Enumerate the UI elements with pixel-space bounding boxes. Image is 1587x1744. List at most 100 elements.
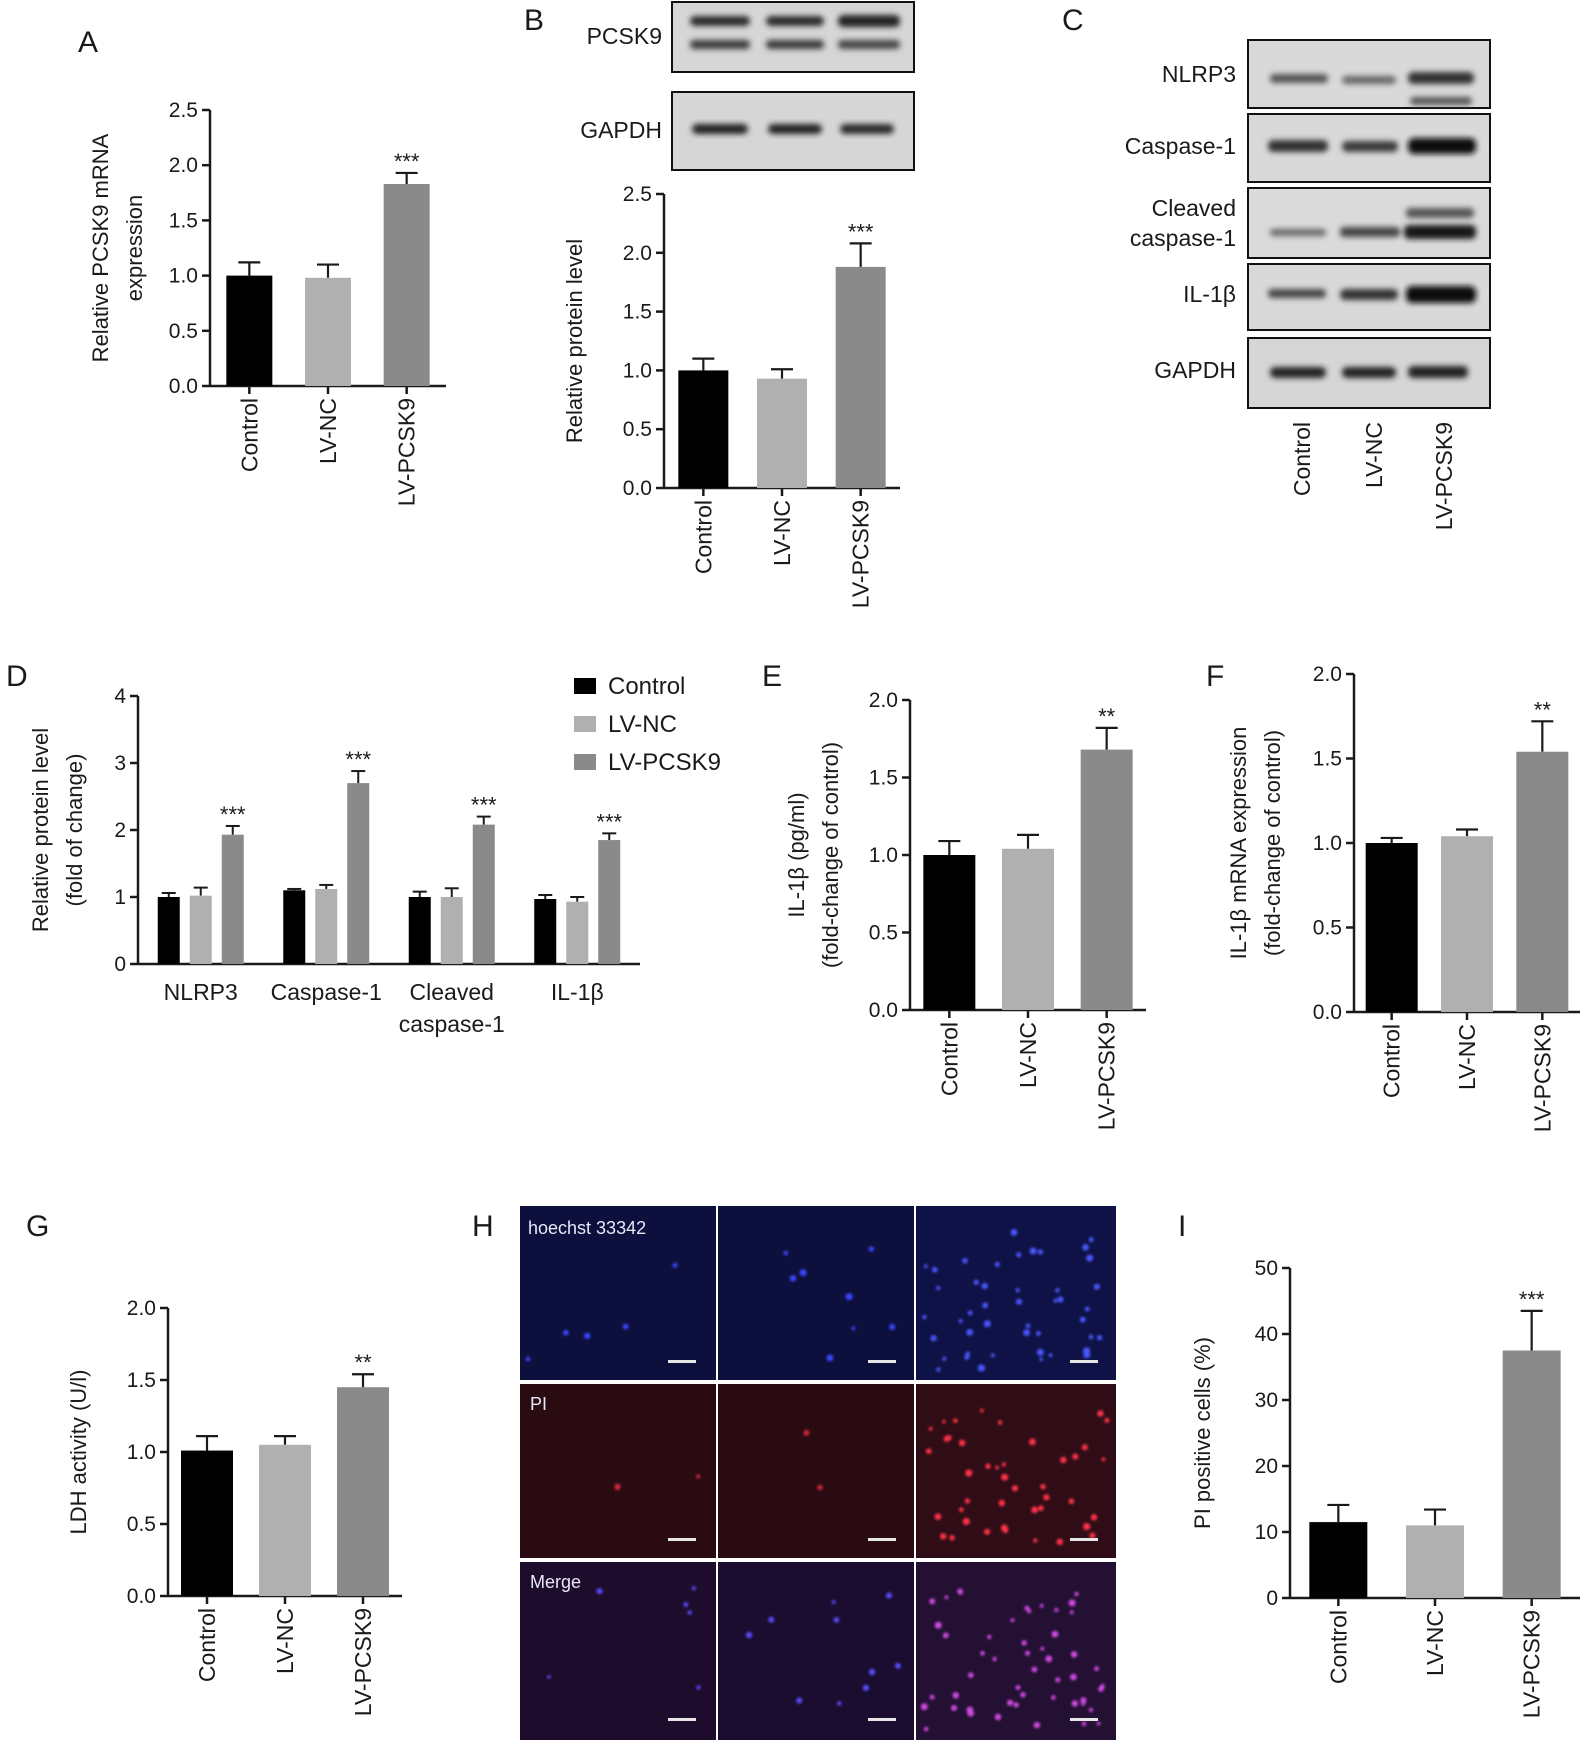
category-label-i: LV-PCSK9 [1519, 1610, 1545, 1718]
y-tick-label-b: 0.5 [623, 418, 652, 441]
cell-nucleus [1055, 1677, 1061, 1683]
bar-i-control [1309, 1522, 1368, 1598]
category-label-i: LV-NC [1422, 1610, 1448, 1676]
cell-nucleus [691, 1586, 696, 1591]
cell-nucleus [868, 1246, 874, 1252]
image-merge-lv-nc [718, 1562, 914, 1740]
cell-nucleus [768, 1616, 775, 1623]
cell-nucleus [1081, 1701, 1086, 1706]
significance-i: *** [1519, 1287, 1545, 1312]
cell-nucleus [1072, 1453, 1079, 1460]
blot-c: NLRP3 Caspase-1 Cleaved caspase-1 IL-1β … [1125, 39, 1491, 530]
cell-nucleus [973, 1279, 979, 1285]
image-pi-lv-pcsk9 [916, 1384, 1116, 1558]
bar-i-lv-nc [1406, 1525, 1464, 1598]
panel-label-a: A [78, 26, 98, 59]
bar-g-control [181, 1450, 233, 1596]
category-label-b: LV-NC [769, 500, 795, 566]
cell-nucleus [696, 1685, 701, 1690]
micrograph-grid: hoechst 33342 PI Merge [520, 1206, 1116, 1740]
cell-nucleus [929, 1598, 936, 1605]
cell-nucleus [957, 1588, 963, 1595]
image-merge-lv-pcsk9 [916, 1562, 1116, 1740]
scale-bars [668, 1360, 1098, 1721]
chart-d: 0 1 2 3 4 Relative protein level (fold of chan… [28, 685, 640, 1037]
cell-nucleus [1079, 1316, 1086, 1323]
cell-nucleus [837, 1701, 842, 1706]
y-tick-label-d: 2 [114, 819, 126, 842]
bar-d-lv-pcsk9 [598, 840, 621, 964]
cell-nucleus [1037, 1249, 1043, 1255]
y-axis-label-d: Relative protein level [28, 728, 53, 932]
cell-nucleus [951, 1705, 957, 1711]
y-tick-label-d: 3 [114, 752, 126, 775]
y-tick-label-a: 1.0 [169, 265, 198, 288]
cell-nucleus [1068, 1498, 1075, 1505]
cell-nucleus [886, 1592, 892, 1599]
category-label-g: LV-PCSK9 [350, 1608, 376, 1716]
category-label-a: LV-NC [315, 398, 341, 464]
bar-d-lv-nc [189, 895, 212, 964]
y-tick-label-g: 0.0 [127, 1585, 156, 1608]
y-tick-label-b: 1.0 [623, 359, 652, 382]
bar-d-lv-nc [440, 897, 463, 964]
bar-f-control [1365, 843, 1418, 1012]
cell-nucleus [1002, 1527, 1009, 1534]
bar-e-lv-pcsk9 [1080, 749, 1133, 1010]
blot-c-label-caspase1-2: caspase-1 [1130, 225, 1236, 251]
significance-e: ** [1098, 704, 1116, 729]
cell-nucleus [1016, 1252, 1022, 1258]
cell-nucleus [1068, 1599, 1076, 1607]
cell-nucleus [1074, 1591, 1079, 1597]
cell-nucleus [817, 1484, 823, 1491]
cell-nucleus [934, 1513, 942, 1520]
cell-nucleus [942, 1356, 947, 1361]
cell-nucleus [932, 1266, 938, 1273]
cell-nucleus [1088, 1707, 1094, 1712]
cell-nucleus [1016, 1298, 1022, 1305]
y-tick-label-f: 2.0 [1313, 663, 1342, 686]
cell-nucleus [833, 1617, 840, 1623]
cell-nucleus [1097, 1410, 1104, 1417]
blot-c-label-il1b: IL-1β [1183, 281, 1236, 307]
y-tick-label-g: 0.5 [127, 1513, 156, 1536]
cell-nucleus [1001, 1462, 1007, 1467]
y-axis-label-b: Relative protein level [562, 239, 587, 443]
cell-nucleus [1021, 1640, 1027, 1646]
cell-nucleus [547, 1675, 551, 1679]
cell-nucleus [1007, 1699, 1014, 1706]
y-tick-label-i: 0 [1266, 1587, 1278, 1610]
cell-nucleus [994, 1261, 1000, 1267]
blot-c-label-gapdh: GAPDH [1154, 357, 1236, 383]
y-tick-label-e: 1.5 [869, 767, 898, 790]
blot-b-pcsk9-frame [671, 1, 915, 73]
panel-label-c: C [1062, 4, 1084, 37]
blot-c-label-caspase1: Caspase-1 [1125, 133, 1236, 159]
cell-nucleus [1025, 1323, 1031, 1329]
bar-d-lv-pcsk9 [347, 783, 370, 964]
cell-nucleus [1013, 1702, 1019, 1708]
bar-g-lv-nc [259, 1444, 311, 1596]
blot-c-label-nlrp3: NLRP3 [1162, 61, 1236, 87]
cell-nucleus [981, 1282, 988, 1290]
significance-d: *** [345, 747, 371, 772]
cell-nucleus [1033, 1538, 1038, 1543]
y-tick-label-b: 0.0 [623, 477, 652, 500]
cell-nucleus [1090, 1514, 1098, 1521]
cell-nucleus [940, 1533, 947, 1540]
bar-d-control [534, 899, 557, 964]
cell-nucleus [1048, 1353, 1053, 1358]
category-label-d: NLRP3 [164, 979, 238, 1005]
blot-c-lanes: Control LV-NC LV-PCSK9 [1289, 422, 1457, 530]
category-label-g: Control [194, 1608, 220, 1682]
cell-nuclei [525, 1229, 1110, 1732]
cell-nucleus [889, 1324, 896, 1330]
cell-nucleus [1096, 1721, 1101, 1726]
significance-d: *** [471, 793, 497, 818]
bar-d-control [283, 890, 306, 964]
cell-nucleus [962, 1517, 970, 1526]
cell-nucleus [1088, 1334, 1094, 1340]
category-label-f: LV-NC [1454, 1024, 1480, 1090]
cell-nucleus [936, 1286, 941, 1291]
cell-nucleus [1036, 1348, 1044, 1356]
